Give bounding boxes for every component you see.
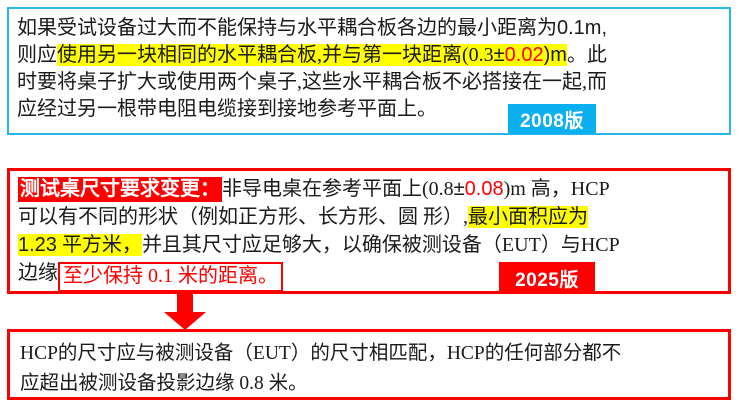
clause-2008-line3: 时要将桌子扩大或使用两个桌子,这些水平耦合板不必搭接在一起,而 [17, 71, 607, 93]
clause-2025-line2-highlight: 最小面积应为 [468, 206, 588, 228]
clause-2025-line1-b: )m 高，HCP [503, 178, 610, 200]
change-heading-label: 测试桌尺寸要求变更： [18, 177, 222, 202]
clause-2008-highlighted-span: 使用另一块相同的水平耦合板,并与第一块距离(0.3±0.02)m [57, 44, 567, 66]
min-distance-callout: 至少保持 0.1 米的距离。 [58, 262, 283, 292]
note-line1: HCP的尺寸应与被测设备（EUT）的尺寸相匹配，HCP的任何部分都不 [20, 343, 622, 364]
standard-2025-callout-box: 测试桌尺寸要求变更： 非导电桌在参考平面上(0.8±0.08)m 高，HCP 可以… [7, 168, 731, 294]
hcp-dimension-note-paragraph: HCP的尺寸应与被测设备（EUT）的尺寸相匹配，HCP的任何部分都不 应超出被测… [20, 339, 718, 399]
clause-2008-line2-suffix: 。此 [566, 44, 607, 66]
clause-2008-line2-a: 使用另一块相同的水平耦合板,并与第一块距离(0.3 [57, 44, 494, 66]
standard-2008-paragraph: 如果受试设备过大而不能保持与水平耦合板各边的最小距离为0.1m, 则应使用另一块… [17, 15, 721, 123]
clause-2025-line3-plain: 并且其尺寸应足够大，以确保被测设备（EUT）与HCP [141, 234, 620, 256]
clause-2008-line2-b: )m [543, 44, 567, 66]
plus-minus-symbol: ± [493, 44, 505, 66]
standard-2008-callout-box: 如果受试设备过大而不能保持与水平耦合板各边的最小距离为0.1m, 则应使用另一块… [7, 7, 731, 135]
clause-2025-line2-a: 可以有不同的形状（例如正方形、长方形、圆 形）, [18, 206, 468, 228]
min-area-highlight: 1.23 平方米， [18, 234, 142, 256]
clause-2008-line4: 应经过另一根带电阻电缆接到接地参考平面上。 [17, 98, 437, 120]
hcp-dimension-note-box: HCP的尺寸应与被测设备（EUT）的尺寸相匹配，HCP的任何部分都不 应超出被测… [7, 329, 731, 400]
plus-minus-symbol: ± [453, 178, 465, 200]
tolerance-value-red: 0.02 [504, 44, 544, 66]
clause-2008-line1-text: 如果受试设备过大而不能保持与水平耦合板各边的最小距离为 [17, 17, 557, 39]
note-line2: 应超出被测设备投影边缘 0.8 米。 [20, 373, 308, 394]
clause-2025-line1-a: 非导电桌在参考平面上(0.8 [222, 178, 454, 200]
down-arrow-icon [160, 294, 210, 331]
min-area-value: 1.23 [18, 234, 57, 256]
badge-2025-version: 2025版 [499, 262, 595, 294]
clause-2008-line2-prefix: 则应 [17, 44, 57, 66]
clause-2025-line4-prefix: 边缘 [18, 262, 58, 284]
badge-2025-label: 2025版 [515, 269, 579, 291]
badge-2008-version: 2008版 [508, 104, 596, 134]
standard-2025-paragraph: 测试桌尺寸要求变更： 非导电桌在参考平面上(0.8±0.08)m 高，HCP 可以… [18, 175, 720, 292]
clause-2008-line1-value: 0.1m, [557, 17, 608, 39]
tolerance-value-red: 0.08 [464, 178, 504, 200]
badge-2008-label: 2008版 [520, 110, 584, 132]
min-area-unit: 平方米， [56, 234, 142, 256]
